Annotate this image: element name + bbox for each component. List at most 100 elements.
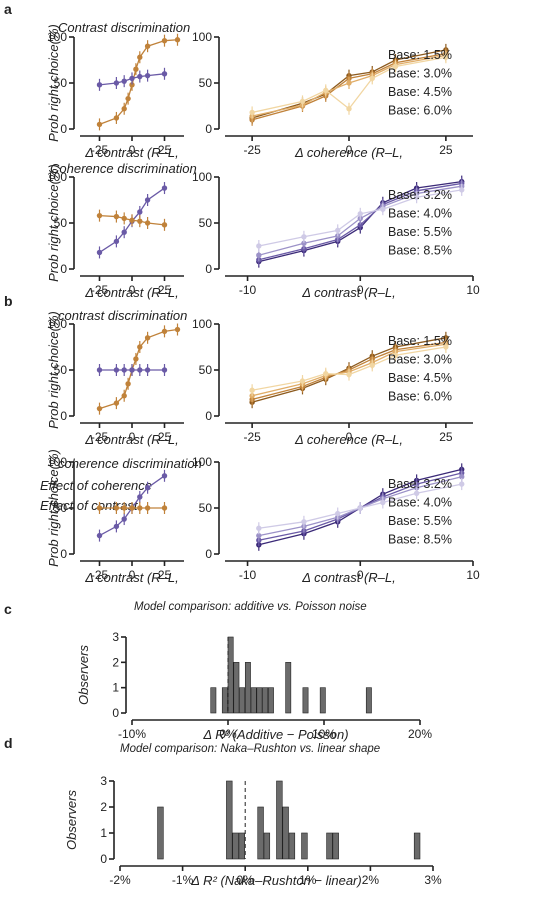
y-tick-label: 100 — [47, 317, 67, 331]
panel-letter-b: b — [4, 293, 13, 309]
data-point — [137, 73, 143, 80]
x-tick-label: 0 — [129, 283, 136, 297]
x-tick-label: 25 — [158, 143, 172, 157]
y-tick-label: 0 — [60, 409, 67, 423]
data-point — [96, 82, 103, 88]
x-tick-label: 2% — [362, 873, 380, 887]
x-tick-label: 25 — [439, 430, 453, 444]
y-tick-label: 3 — [100, 774, 107, 788]
data-point — [335, 227, 341, 234]
y-tick-label: 2 — [100, 800, 107, 814]
histogram-bar — [210, 687, 217, 714]
x-tick-label: 0 — [346, 143, 353, 157]
data-point — [96, 249, 103, 256]
chart-b_contrast_large: 0 50 100 -10 0 10 Δ contrast (R–L, Base: 3.2% Ba… — [192, 455, 480, 585]
histogram-bar — [244, 662, 251, 714]
data-point — [413, 194, 420, 200]
chart-title: Coherence discrimination — [50, 161, 197, 176]
data-point — [96, 212, 103, 219]
histogram-bar — [256, 687, 263, 714]
panel-letter-c: c — [4, 601, 12, 617]
data-point — [256, 525, 262, 531]
data-point — [113, 505, 120, 511]
histogram-bar — [157, 806, 164, 860]
data-point — [96, 532, 103, 539]
x-tick-label: -25 — [243, 430, 261, 444]
data-point — [249, 387, 255, 393]
chart-a_coherence_small: Coherence discrimination 0 50 100 -25 0 25Δ co… — [46, 161, 197, 300]
data-point — [161, 37, 168, 44]
data-point — [121, 229, 127, 235]
y-tick-label: 2 — [112, 655, 119, 669]
x-tick-label: 10 — [466, 283, 480, 297]
data-point — [133, 356, 139, 362]
y-tick-label: 0 — [205, 122, 212, 136]
data-point — [357, 211, 363, 217]
data-point — [256, 252, 262, 258]
data-point — [161, 185, 168, 191]
y-tick-label: 100 — [47, 170, 67, 184]
data-point — [392, 63, 399, 70]
y-tick-label: 100 — [192, 30, 212, 44]
histogram-bar — [221, 687, 228, 714]
y-axis-label: Prob right choice(%) — [46, 311, 61, 429]
data-point — [144, 367, 151, 373]
legend-entry: Base: 8.5% — [388, 244, 452, 258]
data-point — [346, 80, 352, 86]
data-point — [137, 218, 143, 224]
legend-entry: Base: 3.2% — [388, 188, 452, 202]
x-axis-label: Δ coherence (R–L, — [294, 145, 403, 160]
data-point — [144, 505, 151, 511]
data-point — [144, 72, 151, 79]
chart-title: Model comparison: Naka–Rushton vs. linea… — [120, 743, 380, 755]
y-tick-label: 3 — [112, 630, 119, 644]
x-tick-label: 0% — [219, 727, 237, 741]
data-point — [121, 78, 127, 84]
chart-c_hist: Model comparison: additive vs. Poisson n… — [76, 601, 432, 742]
x-axis-label: Δ contrast (R–L, — [84, 432, 179, 447]
histogram-bar — [332, 832, 339, 860]
data-point — [113, 80, 120, 86]
y-tick-label: 0 — [205, 547, 212, 561]
x-tick-label: -25 — [91, 430, 109, 444]
data-point — [369, 75, 375, 82]
panel-letter-d: d — [4, 735, 13, 751]
y-tick-label: 50 — [54, 501, 68, 515]
data-point — [144, 220, 151, 226]
y-tick-label: 50 — [54, 216, 68, 230]
histogram-bar — [226, 780, 233, 860]
histogram-bar — [301, 832, 308, 860]
data-point — [443, 344, 449, 350]
data-point — [121, 215, 127, 222]
data-point — [121, 367, 127, 373]
y-tick-label: 0 — [60, 262, 67, 276]
data-point — [121, 393, 127, 399]
chart-title: Model comparison: additive vs. Poisson n… — [134, 601, 367, 613]
legend-entry: Base: 3.0% — [388, 67, 452, 81]
x-axis-label: Δ contrast (R–L, — [84, 570, 179, 585]
chart-b_contrast_small: contrast discrimination 0 50 100 -25 0 25Δ con… — [46, 308, 187, 447]
data-point — [137, 54, 143, 60]
y-tick-label: 50 — [199, 501, 213, 515]
x-tick-label: 10 — [466, 568, 480, 582]
data-point — [161, 473, 168, 479]
x-tick-label: -25 — [91, 283, 109, 297]
data-point — [129, 367, 135, 373]
histogram-bar — [285, 662, 292, 714]
x-tick-label: 20% — [408, 727, 432, 741]
y-axis-label: Observers — [64, 790, 79, 850]
histogram-bar — [238, 832, 246, 860]
data-point — [323, 370, 329, 377]
legend-entry: Base: 6.0% — [388, 390, 452, 404]
data-point — [161, 71, 168, 77]
y-tick-label: 0 — [205, 409, 212, 423]
y-tick-label: 1 — [100, 826, 107, 840]
chart-title: coherence discrimination — [58, 456, 202, 471]
series-line — [99, 39, 178, 126]
data-point — [137, 494, 143, 500]
y-tick-label: 1 — [112, 681, 119, 695]
x-tick-label: 3% — [424, 873, 442, 887]
histogram-bar — [302, 687, 309, 714]
data-point — [161, 222, 168, 228]
data-point — [113, 213, 120, 220]
